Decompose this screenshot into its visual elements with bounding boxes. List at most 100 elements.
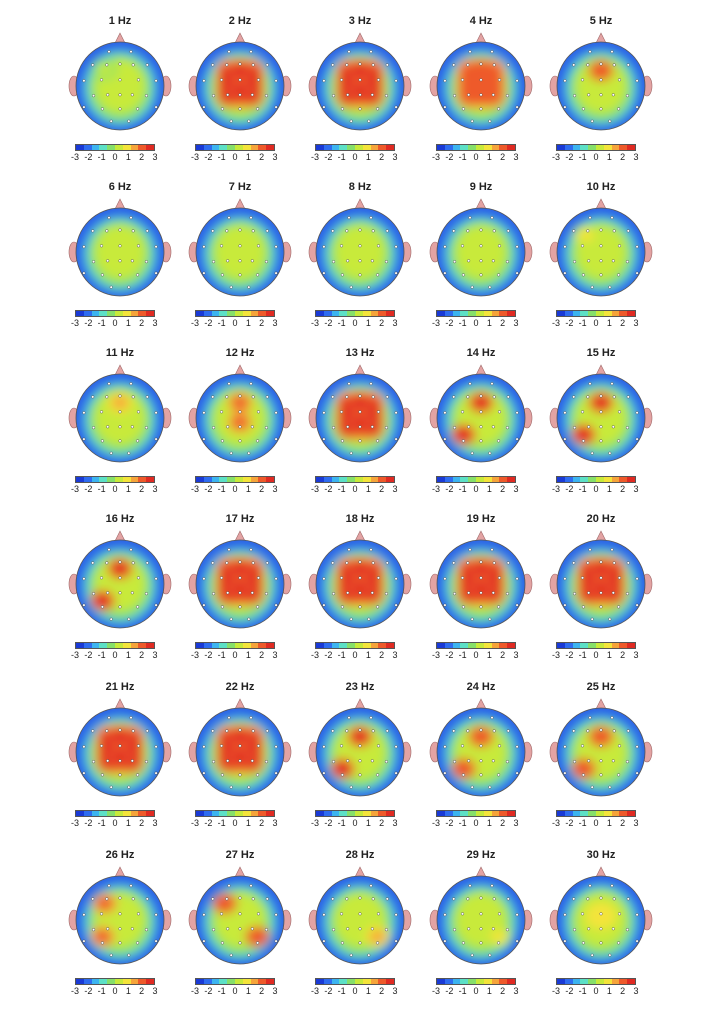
electrode-dot [211, 561, 215, 565]
electrode-dot [256, 576, 260, 580]
electrode-dot [105, 63, 109, 67]
electrode-dot [226, 259, 230, 263]
colorbar-tick-label: 3 [272, 152, 278, 162]
colorbar-tick-label: -1 [97, 318, 106, 328]
colorbar-tick-label: 2 [139, 318, 145, 328]
electrode-dot [370, 259, 374, 263]
electrode-dot [82, 771, 86, 775]
electrode-dot [130, 425, 134, 429]
colorbar-tick-label: -3 [310, 650, 320, 660]
colorbar-segment [76, 643, 84, 648]
colorbar-segment [130, 477, 139, 482]
colorbar-segment [234, 811, 243, 816]
colorbar-tick-label: 3 [152, 818, 158, 828]
nose [354, 698, 366, 710]
electrode-dot [461, 605, 465, 609]
colorbar-tick-label: -2 [565, 650, 574, 660]
electrode-dot [466, 229, 470, 233]
colorbar-ticks: -3 -2 -1 0 1 2 3 [311, 152, 398, 164]
electrode-dot [118, 912, 122, 916]
electrode-dot [394, 79, 398, 83]
colorbar-strip [75, 310, 155, 317]
scalp-map [549, 866, 653, 965]
colorbar-ticks: -3 -2 -1 0 1 2 3 [191, 650, 278, 662]
electrode-dot [322, 437, 326, 441]
colorbar-segment [339, 811, 348, 816]
electrode-dot [376, 78, 380, 82]
colorbar-tick-label: 0 [593, 818, 599, 828]
colorbar: -3 -2 -1 0 1 2 3 [295, 640, 425, 666]
colorbar-tick-label: 2 [500, 818, 506, 828]
electrode-dot [251, 63, 255, 67]
topomap-title: 25 Hz [586, 681, 616, 693]
colorbar-tick-label: 0 [473, 986, 479, 996]
electrode-dot [587, 927, 591, 931]
electrode-dot [468, 382, 472, 386]
colorbar-tick-label: 0 [352, 484, 358, 494]
colorbar-segment [219, 979, 228, 984]
colorbar-strip [436, 144, 516, 151]
electrode-dot [367, 119, 371, 123]
electrode-dot [106, 927, 110, 931]
colorbar-strip [75, 810, 155, 817]
electrode-dot [563, 79, 567, 83]
electrode-dot [265, 897, 269, 901]
electrode-dot [154, 913, 158, 917]
electrode-dot [249, 216, 253, 220]
electrode-dot [617, 576, 621, 580]
electrode-dot [229, 785, 233, 789]
colorbar-tick-label: -2 [204, 318, 213, 328]
electrode-dot [105, 395, 109, 399]
electrode-dot [466, 395, 470, 399]
colorbar-tick-label: 3 [392, 484, 398, 494]
electrode-dot [376, 576, 380, 580]
topomap-title: 5 Hz [589, 15, 613, 27]
electrode-dot [274, 271, 278, 275]
colorbar-tick-label: 3 [272, 650, 278, 660]
colorbar-segment [460, 311, 469, 316]
electrode-dot [385, 897, 389, 901]
topomap-title: 28 Hz [345, 849, 375, 861]
electrode-dot [154, 245, 158, 249]
colorbar-segment [595, 145, 604, 150]
colorbar-tick-label: -1 [97, 986, 106, 996]
colorbar-strip [556, 476, 636, 483]
electrode-dot [611, 591, 615, 595]
electrode-dot [617, 78, 621, 82]
electrode-dot [144, 94, 148, 98]
colorbar-segment [211, 477, 220, 482]
colorbar-segment [557, 811, 565, 816]
colorbar: -3 -2 -1 0 1 2 3 [416, 474, 546, 500]
scalp-map [68, 198, 172, 297]
electrode-dot [369, 50, 373, 54]
electrode-dot [488, 617, 492, 621]
electrode-dot [82, 271, 86, 275]
electrode-dot [131, 395, 135, 399]
colorbar-tick-label: 1 [365, 818, 371, 828]
electrode-dot [227, 716, 231, 720]
electrode-dot [100, 941, 104, 945]
electrode-dot [340, 744, 344, 748]
scalp-map [308, 198, 412, 297]
electrode-dot [617, 912, 621, 916]
colorbar-segment [580, 979, 589, 984]
electrode-dot [497, 410, 501, 414]
electrode-dot [479, 244, 483, 248]
electrode-dot [118, 728, 122, 732]
electrode-dot [136, 410, 140, 414]
head-outline [315, 373, 405, 463]
electrode-dot [82, 577, 86, 581]
electrode-dot [358, 62, 362, 66]
electrode-dot [599, 62, 603, 66]
colorbar-segment [347, 979, 355, 984]
electrode-dot [369, 216, 373, 220]
electrode-dot [264, 94, 268, 98]
electrode-dot [515, 913, 519, 917]
electrode-dot [490, 216, 494, 220]
electrode-dot [106, 759, 110, 763]
colorbar-strip [315, 144, 395, 151]
colorbar-segment [234, 311, 243, 316]
colorbar-tick-label: 3 [392, 318, 398, 328]
electrode-dot [599, 78, 603, 82]
colorbar-segment [114, 643, 123, 648]
